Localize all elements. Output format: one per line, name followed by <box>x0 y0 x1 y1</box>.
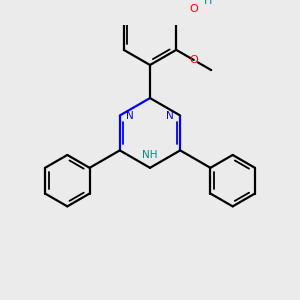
Text: O: O <box>189 55 198 65</box>
Text: N: N <box>166 110 174 121</box>
Text: NH: NH <box>142 151 158 160</box>
Text: H: H <box>204 0 212 6</box>
Text: O: O <box>189 4 198 14</box>
Text: N: N <box>126 110 134 121</box>
